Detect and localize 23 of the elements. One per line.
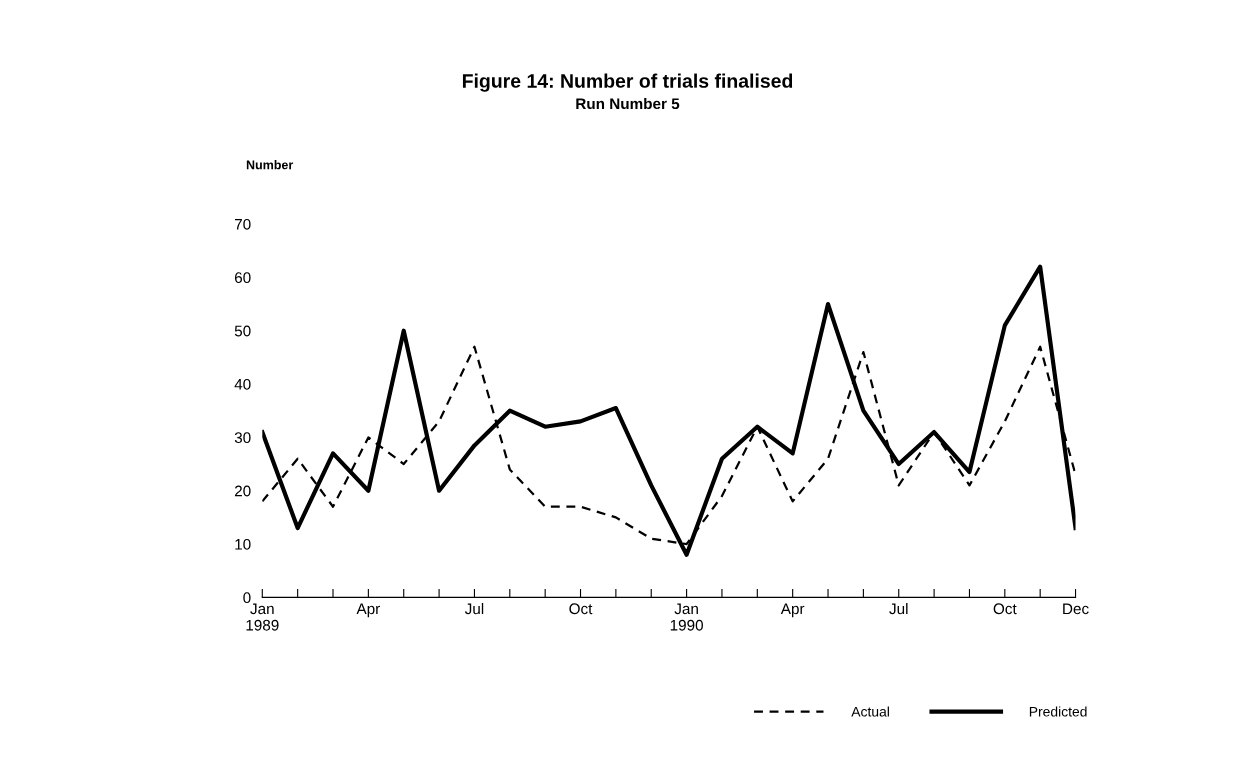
legend-label: Actual [851,706,889,717]
line-series [262,264,1076,557]
y-tick-label: 70 [234,218,251,230]
x-tick-label: Apr [780,603,805,618]
y-axis-title: Number [246,160,294,170]
x-tick-label: Dec [1063,603,1089,615]
chart-subtitle: Run Number 5 [576,97,680,110]
x-tick-label: Jul [889,602,908,615]
x-tick-label: Oct [569,603,593,615]
legend-label: Predicted [1029,706,1087,717]
y-tick-label: 30 [234,432,251,444]
x-tick-label: Oct [993,603,1017,615]
y-tick-label: 0 [243,592,251,604]
x-tick-label: Jan 1989 [246,603,279,631]
x-tick-label: Jul [464,602,484,615]
y-tick-label: 10 [235,538,251,550]
y-tick-label: 50 [234,325,251,337]
chart-title: Figure 14: Number of trials finalised [462,73,793,92]
x-tick-label: Apr [356,603,380,618]
y-tick-label: 60 [234,272,251,284]
x-tick-label: Jan 1990 [670,603,703,631]
y-tick-label: 40 [234,378,251,390]
y-tick-label: 20 [234,485,251,497]
